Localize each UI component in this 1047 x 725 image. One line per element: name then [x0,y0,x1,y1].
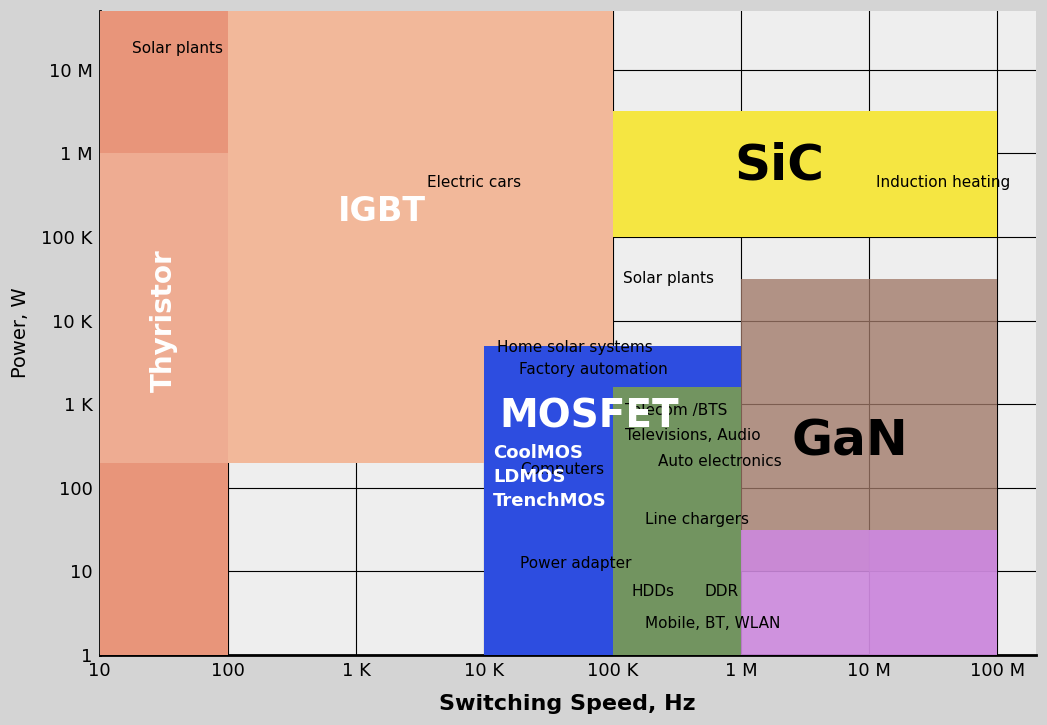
Y-axis label: Power, W: Power, W [12,288,30,378]
Text: Home solar systems: Home solar systems [497,340,653,355]
Bar [612,387,741,655]
Bar [485,346,741,655]
Text: SiC: SiC [734,142,824,190]
Bar [741,278,998,571]
Text: Mobile, BT, WLAN: Mobile, BT, WLAN [645,616,780,631]
Text: Factory automation: Factory automation [519,362,668,378]
Text: Induction heating: Induction heating [875,175,1009,190]
Text: IGBT: IGBT [338,195,426,228]
Bar [99,11,612,153]
Text: MOSFET: MOSFET [499,398,680,436]
Bar [99,11,228,655]
Text: HDDs: HDDs [631,584,675,599]
Text: TrenchMOS: TrenchMOS [493,492,607,510]
Text: Televisions, Audio: Televisions, Audio [625,428,761,444]
Text: Auto electronics: Auto electronics [658,454,781,468]
Text: DDR: DDR [705,584,739,599]
Bar [99,153,228,463]
Text: Computers: Computers [520,462,604,477]
Text: GaN: GaN [792,418,909,465]
Bar [741,529,869,655]
Text: Power adapter: Power adapter [520,555,631,571]
Text: Thyristor: Thyristor [150,249,178,392]
Text: LDMOS: LDMOS [493,468,565,486]
Text: Telecom /BTS: Telecom /BTS [625,403,728,418]
Bar [612,112,998,237]
Text: Solar plants: Solar plants [623,271,714,286]
Bar [228,153,612,463]
Bar [869,529,998,655]
Text: Solar plants: Solar plants [132,41,223,57]
X-axis label: Switching Speed, Hz: Switching Speed, Hz [440,694,696,714]
Text: Electric cars: Electric cars [426,175,520,190]
Text: Line chargers: Line chargers [645,512,749,527]
Text: CoolMOS: CoolMOS [493,444,583,462]
